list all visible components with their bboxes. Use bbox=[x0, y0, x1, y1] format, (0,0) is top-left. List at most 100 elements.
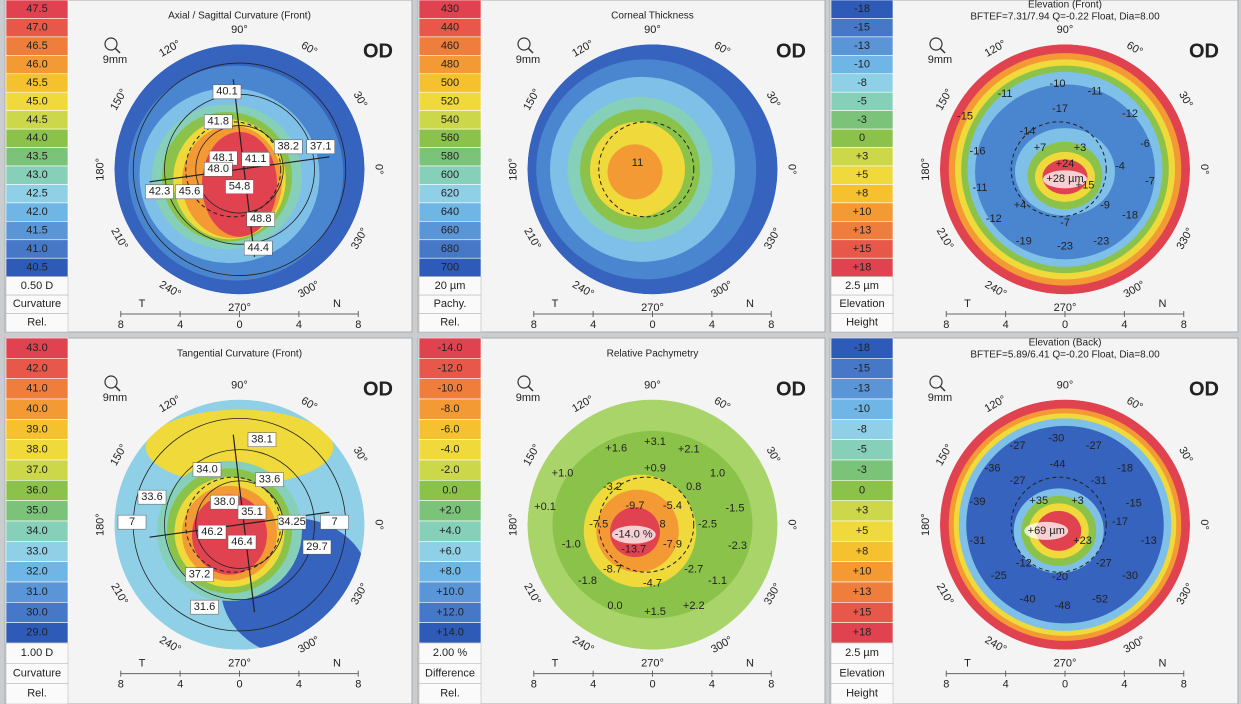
magnifier-handle bbox=[939, 385, 946, 392]
legend-label: +10 bbox=[853, 206, 872, 218]
legend-label: -2.0 bbox=[441, 464, 460, 476]
nasal-label: N bbox=[746, 658, 754, 670]
legend-label: 39.0 bbox=[26, 423, 47, 435]
temporal-label: T bbox=[552, 658, 559, 670]
map-value: 46.4 bbox=[231, 536, 252, 548]
map-value: 33.6 bbox=[141, 491, 162, 503]
map-value: -19 bbox=[1016, 236, 1032, 248]
value-box bbox=[247, 432, 277, 447]
angle-label: 90° bbox=[1057, 380, 1074, 392]
legend-label: 460 bbox=[441, 40, 459, 52]
value-box bbox=[246, 212, 275, 227]
map-value: -7.5 bbox=[589, 519, 608, 531]
legend-label: -3 bbox=[857, 114, 867, 126]
scale-label: 4 bbox=[177, 679, 183, 691]
map-value: +3.1 bbox=[644, 436, 666, 448]
map-subtitle: BFTEF=7.31/7.94 Q=-0.22 Float, Dia=8.00 bbox=[970, 12, 1160, 23]
steep-axis bbox=[232, 79, 256, 257]
map-value: -17 bbox=[1052, 103, 1068, 115]
scale-label: 4 bbox=[590, 679, 596, 691]
legend-info-cell bbox=[830, 313, 894, 333]
angle-label: 0° bbox=[1198, 164, 1210, 175]
legend-info-cell bbox=[418, 313, 482, 333]
map-panel: -14.0 -12.0 -10.0 -8.0 -6.0 -4.0 -2.0 0.0 +2.0 +4… bbox=[417, 337, 826, 704]
legend-label: 44.0 bbox=[26, 132, 47, 144]
scale-label: 4 bbox=[590, 319, 596, 331]
magnifier-handle bbox=[939, 47, 946, 54]
legend-label: 46.5 bbox=[26, 40, 47, 52]
legend-label: +8 bbox=[856, 545, 869, 557]
angle-label: 270° bbox=[228, 302, 251, 314]
map-value: -14 bbox=[1020, 126, 1036, 138]
legend-label: 29.0 bbox=[26, 627, 47, 639]
legend-label: +3 bbox=[856, 505, 869, 517]
legend-label: 440 bbox=[441, 22, 459, 34]
value-box bbox=[204, 162, 233, 177]
map-value: -27 bbox=[1010, 475, 1026, 487]
value-box bbox=[145, 184, 174, 200]
apex-marker bbox=[1024, 521, 1069, 540]
map-value: 0.0 bbox=[607, 600, 622, 612]
angle-label: 270° bbox=[228, 658, 251, 670]
map-value: +1.5 bbox=[644, 606, 666, 618]
magnifier-handle bbox=[114, 47, 121, 54]
map-zone bbox=[607, 144, 663, 200]
map-value: -9 bbox=[1100, 199, 1110, 211]
nasal-label: N bbox=[333, 658, 341, 670]
map-value: 7 bbox=[331, 516, 337, 528]
legend-info-cell bbox=[5, 313, 69, 333]
temporal-label: T bbox=[964, 298, 971, 310]
legend-label: -15 bbox=[854, 22, 870, 34]
map-value: -27 bbox=[1010, 440, 1026, 452]
legend-label: -8 bbox=[857, 77, 867, 89]
map-value: +2.1 bbox=[678, 444, 700, 456]
map-value: +1.6 bbox=[605, 442, 627, 454]
angle-label: 180° bbox=[94, 513, 106, 536]
scale-label: 4 bbox=[1121, 679, 1127, 691]
legend-info: Height bbox=[846, 688, 878, 700]
pupil-outline bbox=[185, 121, 282, 218]
angle-label: 90° bbox=[1057, 24, 1074, 36]
map-panel: 4304404604805005205405605806006206406606… bbox=[417, 0, 826, 333]
legend-info: Elevation bbox=[839, 298, 884, 310]
map-value: 33.6 bbox=[259, 474, 280, 486]
legend-info: 20 µm bbox=[435, 280, 466, 292]
legend-label: +8 bbox=[856, 188, 869, 200]
steep-axis bbox=[232, 434, 256, 613]
legend-info: 2.5 µm bbox=[845, 647, 879, 659]
legend-label: 42.0 bbox=[26, 206, 47, 218]
legend-label: -8 bbox=[857, 423, 867, 435]
value-box bbox=[241, 152, 270, 167]
angle-label: 270° bbox=[1054, 302, 1077, 314]
legend-info: Curvature bbox=[13, 667, 61, 679]
map-value: 40.1 bbox=[216, 86, 237, 98]
value-box bbox=[277, 514, 307, 530]
pupil-outline bbox=[598, 121, 695, 218]
legend-info: Height bbox=[846, 317, 878, 329]
legend-label: 36.0 bbox=[26, 484, 47, 496]
color-map bbox=[940, 44, 1190, 295]
map-value: 34.0 bbox=[196, 464, 217, 476]
map-value: -23 bbox=[1057, 241, 1073, 253]
map-value: -48 bbox=[1055, 600, 1071, 612]
angle-label: 270° bbox=[641, 302, 664, 314]
eye-label: OD bbox=[1189, 40, 1219, 62]
legend-label: 34.0 bbox=[26, 525, 47, 537]
legend-label: 520 bbox=[441, 95, 459, 107]
map-value: -9.7 bbox=[626, 500, 645, 512]
map-value: -15 bbox=[957, 111, 973, 123]
scale-label: 4 bbox=[709, 319, 715, 331]
legend-label: 430 bbox=[441, 3, 459, 15]
map-value: -1.5 bbox=[726, 502, 745, 514]
map-title: Corneal Thickness bbox=[611, 11, 694, 22]
legend-label: 44.5 bbox=[26, 114, 47, 126]
map-value: 38.0 bbox=[214, 496, 235, 508]
map-value: +4 bbox=[1014, 199, 1027, 211]
map-value: 31.6 bbox=[194, 601, 215, 613]
value-box bbox=[197, 524, 227, 540]
magnifier-icon bbox=[517, 37, 531, 51]
map-value: -11 bbox=[1087, 86, 1102, 98]
nasal-label: N bbox=[1159, 658, 1167, 670]
map-value: 37.2 bbox=[189, 569, 210, 581]
